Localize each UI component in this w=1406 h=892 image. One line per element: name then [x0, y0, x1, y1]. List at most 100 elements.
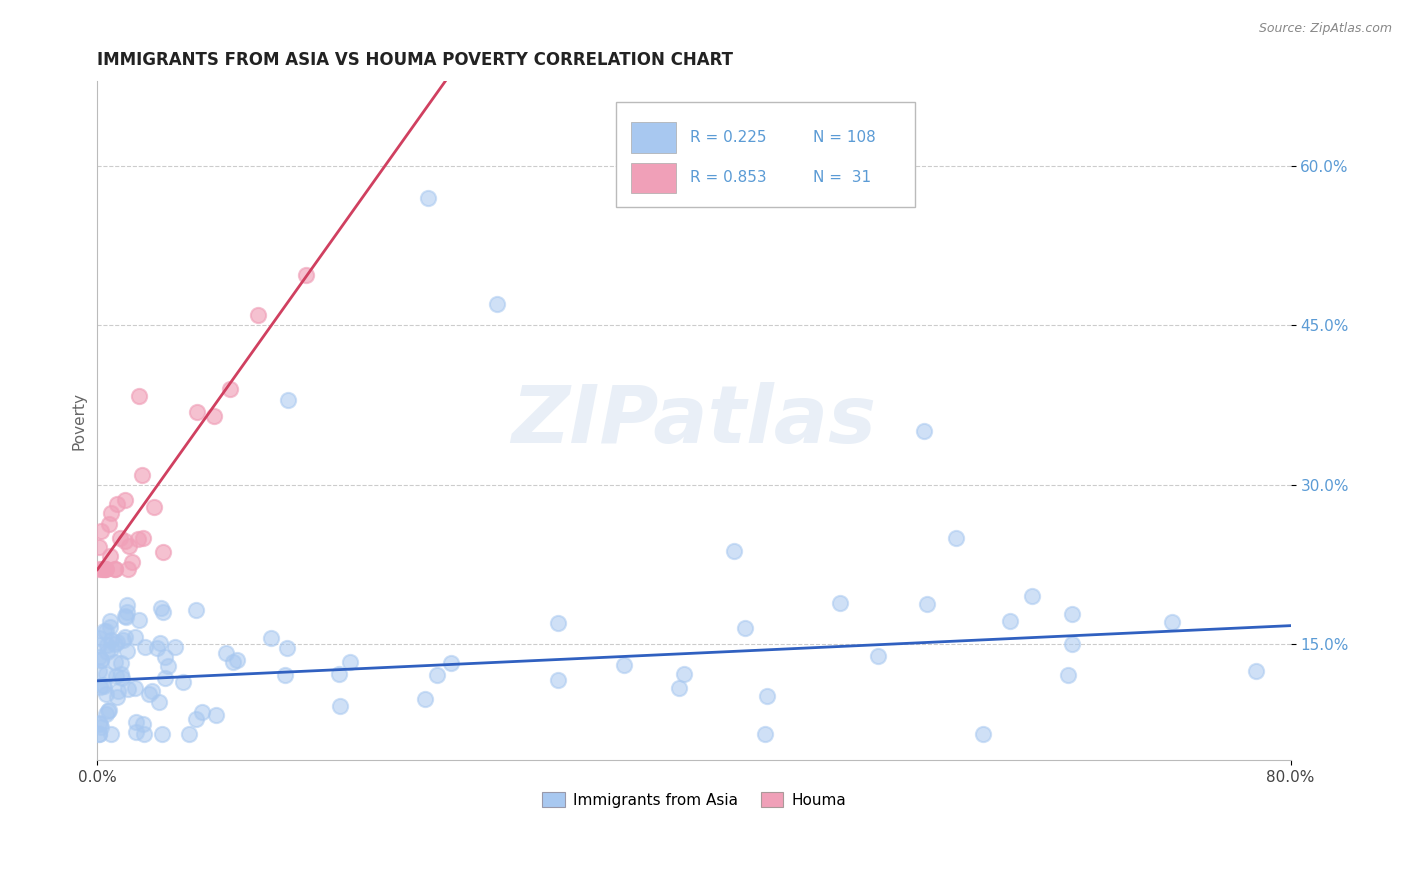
Point: [125, 715, 148, 730]
Y-axis label: Poverty: Poverty: [72, 392, 86, 450]
Point: [89, 681, 111, 695]
Point: [157, 659, 180, 673]
Point: [132, 531, 155, 545]
Point: [117, 562, 139, 576]
Point: [124, 724, 146, 739]
Point: [110, 531, 132, 545]
Text: Source: ZipAtlas.com: Source: ZipAtlas.com: [1258, 22, 1392, 36]
Legend: Immigrants from Asia, Houma: Immigrants from Asia, Houma: [536, 786, 852, 814]
Point: [1244, 664, 1267, 678]
Point: [830, 596, 852, 610]
Point: [96, 638, 118, 652]
Point: [93, 562, 115, 576]
Point: [90, 562, 112, 576]
Point: [754, 727, 776, 741]
Point: [416, 191, 439, 205]
Point: [152, 727, 174, 741]
Point: [276, 640, 298, 655]
Point: [98, 614, 121, 628]
Point: [184, 603, 207, 617]
Point: [105, 635, 128, 649]
Point: [97, 705, 120, 719]
Point: [547, 673, 569, 687]
Point: [131, 468, 153, 483]
Point: [100, 727, 122, 741]
Point: [866, 648, 889, 663]
Point: [90, 524, 112, 538]
Point: [87, 562, 110, 576]
Point: [172, 675, 194, 690]
Point: [97, 517, 120, 532]
Point: [146, 640, 169, 655]
Point: [89, 540, 111, 554]
Point: [87, 650, 110, 665]
Text: N = 108: N = 108: [813, 129, 876, 145]
Point: [152, 545, 174, 559]
Point: [90, 720, 112, 734]
Point: [89, 727, 111, 741]
Point: [190, 705, 212, 719]
FancyBboxPatch shape: [631, 163, 676, 194]
Point: [118, 539, 141, 553]
Point: [153, 671, 176, 685]
Point: [246, 308, 269, 322]
Point: [141, 683, 163, 698]
Point: [547, 615, 569, 630]
Point: [104, 562, 127, 576]
Point: [149, 636, 172, 650]
Point: [115, 610, 138, 624]
Point: [90, 653, 112, 667]
Point: [329, 699, 352, 714]
Point: [124, 630, 146, 644]
Point: [912, 425, 935, 439]
Point: [1160, 615, 1182, 630]
Point: [100, 506, 122, 520]
Point: [219, 382, 242, 396]
Point: [93, 562, 115, 576]
Point: [114, 609, 136, 624]
Point: [723, 544, 745, 558]
Point: [97, 703, 120, 717]
Point: [89, 717, 111, 731]
Point: [90, 653, 112, 667]
Point: [186, 405, 208, 419]
Point: [179, 727, 201, 741]
Text: R = 0.225: R = 0.225: [690, 129, 766, 145]
Point: [163, 640, 186, 654]
Point: [613, 658, 636, 673]
Point: [134, 640, 156, 654]
Point: [339, 655, 361, 669]
Point: [98, 620, 121, 634]
Point: [1021, 589, 1043, 603]
Text: N =  31: N = 31: [813, 170, 872, 186]
Point: [134, 727, 156, 741]
Point: [1000, 614, 1022, 628]
Point: [111, 632, 134, 647]
Point: [104, 562, 127, 576]
Point: [87, 716, 110, 731]
Point: [260, 632, 283, 646]
Point: [96, 562, 118, 576]
Point: [94, 624, 117, 639]
FancyBboxPatch shape: [616, 102, 915, 207]
Point: [105, 497, 128, 511]
Point: [222, 655, 245, 669]
Point: [1062, 637, 1084, 651]
Point: [295, 268, 318, 282]
Point: [121, 555, 143, 569]
Point: [128, 613, 150, 627]
Point: [415, 691, 437, 706]
Point: [91, 678, 114, 692]
Point: [945, 531, 967, 545]
Point: [215, 646, 238, 660]
Point: [226, 653, 249, 667]
Point: [94, 562, 117, 576]
Point: [117, 605, 139, 619]
Point: [110, 667, 132, 681]
Point: [87, 664, 110, 678]
Point: [1060, 607, 1083, 622]
Point: [148, 695, 170, 709]
Point: [153, 649, 176, 664]
Point: [184, 713, 207, 727]
Point: [917, 597, 939, 611]
